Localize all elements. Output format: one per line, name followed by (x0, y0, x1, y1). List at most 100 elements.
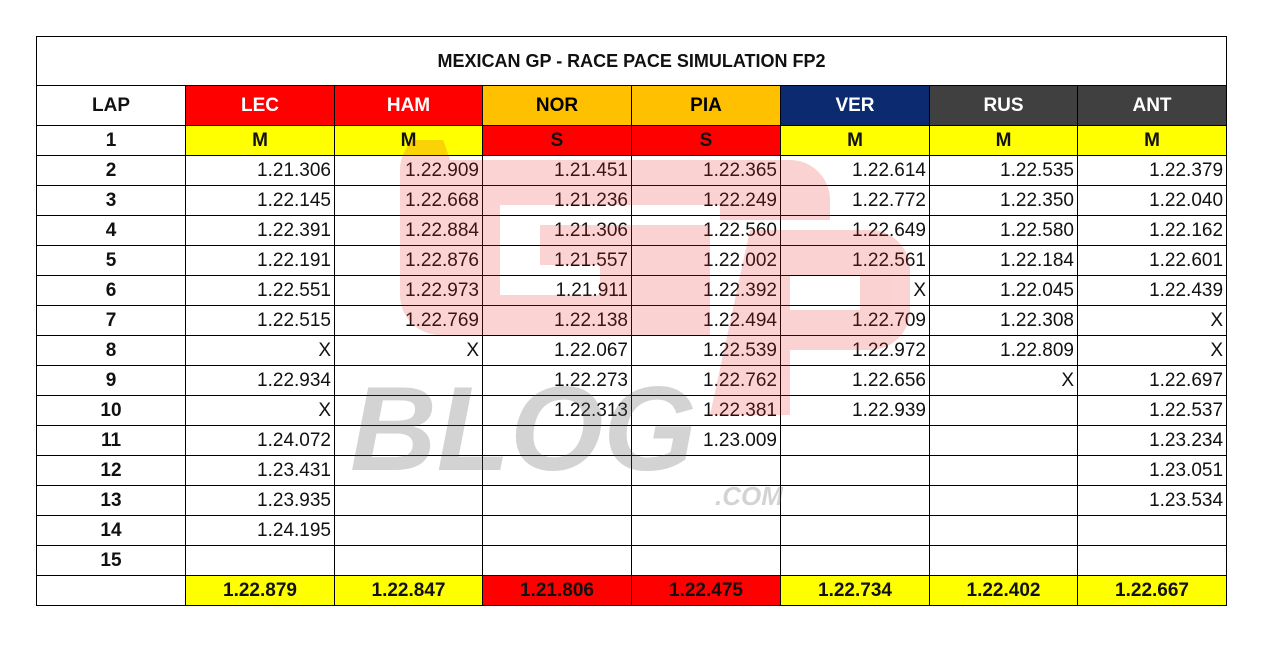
lap-time-cell: 1.22.040 (1076, 185, 1228, 216)
driver-header-pia: PIA (631, 85, 781, 126)
lap-row: 10 X 1.22.313 1.22.381 1.22.939 1.22.537 (36, 395, 1228, 426)
lap-row: 11 1.24.072 1.23.009 1.23.234 (36, 425, 1228, 456)
lap-time-cell: 1.22.656 (780, 365, 930, 396)
lap-row: 4 1.22.391 1.22.884 1.21.306 1.22.560 1.22.64… (36, 215, 1228, 246)
lap-time-cell (780, 515, 930, 546)
lap-time-cell: 1.22.392 (631, 275, 781, 306)
lap-time-cell: 1.22.273 (482, 365, 632, 396)
lap-time-cell: 1.21.236 (482, 185, 632, 216)
lap-time-cell: 1.23.431 (185, 455, 335, 486)
lap-time-cell: 1.22.379 (1076, 155, 1228, 186)
lap-time-cell (482, 515, 632, 546)
tyre-compound-cell: M (334, 125, 483, 156)
lap-time-cell: X (334, 335, 483, 366)
lap-time-cell: 1.23.234 (1076, 425, 1228, 456)
lap-time-cell: 1.22.045 (929, 275, 1078, 306)
race-pace-table-container: MEXICAN GP - RACE PACE SIMULATION FP2 LA… (35, 36, 1228, 606)
lap-time-cell: 1.22.769 (334, 305, 483, 336)
driver-header-nor: NOR (482, 85, 632, 126)
average-time-cell: 1.22.402 (929, 575, 1078, 606)
average-time-cell: 1.22.667 (1076, 575, 1228, 606)
lap-time-cell (482, 455, 632, 486)
lap-time-cell: 1.22.762 (631, 365, 781, 396)
lap-time-cell (482, 425, 632, 456)
lap-time-cell: 1.22.876 (334, 245, 483, 276)
lap-time-cell (482, 485, 632, 516)
lap-number: 4 (36, 215, 186, 246)
tyre-compound-cell: M (185, 125, 335, 156)
lap-row: 6 1.22.551 1.22.973 1.21.911 1.22.392 X 1.22.0… (36, 275, 1228, 306)
lap-row: 9 1.22.934 1.22.273 1.22.762 1.22.656 X 1.22.6… (36, 365, 1228, 396)
lap-time-cell: 1.23.534 (1076, 485, 1228, 516)
lap-time-cell (334, 455, 483, 486)
lap-row: 14 1.24.195 (36, 515, 1228, 546)
lap-time-cell: 1.22.391 (185, 215, 335, 246)
lap-number: 11 (36, 425, 186, 456)
tyre-compound-cell: M (929, 125, 1078, 156)
average-time-cell: 1.22.879 (185, 575, 335, 606)
lap-time-cell: 1.22.539 (631, 335, 781, 366)
lap-number: 13 (36, 485, 186, 516)
lap-number: 15 (36, 545, 186, 576)
lap-time-cell: 1.22.515 (185, 305, 335, 336)
lap-number: 2 (36, 155, 186, 186)
lap-time-cell (334, 515, 483, 546)
lap-time-cell: 1.22.551 (185, 275, 335, 306)
lap-number: 9 (36, 365, 186, 396)
lap-time-cell: 1.22.697 (1076, 365, 1228, 396)
lap-time-cell (780, 545, 930, 576)
lap-header: LAP (36, 85, 186, 126)
race-pace-table: MEXICAN GP - RACE PACE SIMULATION FP2 LA… (35, 36, 1228, 606)
driver-header-ver: VER (780, 85, 930, 126)
tyre-compound-cell: S (631, 125, 781, 156)
lap-number: 3 (36, 185, 186, 216)
lap-number: 12 (36, 455, 186, 486)
lap-time-cell (780, 425, 930, 456)
lap-time-cell (631, 485, 781, 516)
lap-time-cell: 1.22.649 (780, 215, 930, 246)
lap-row: 12 1.23.431 1.23.051 (36, 455, 1228, 486)
lap-time-cell (929, 545, 1078, 576)
lap-time-cell: 1.22.308 (929, 305, 1078, 336)
lap-time-cell: 1.22.002 (631, 245, 781, 276)
lap-time-cell: 1.22.934 (185, 365, 335, 396)
lap-number: 1 (36, 125, 186, 156)
lap-time-cell (631, 515, 781, 546)
lap-time-cell: 1.22.350 (929, 185, 1078, 216)
lap-time-cell (185, 545, 335, 576)
lap-time-cell: 1.22.560 (631, 215, 781, 246)
lap-time-cell (334, 425, 483, 456)
lap-time-cell: 1.22.884 (334, 215, 483, 246)
lap-row: 15 (36, 545, 1228, 576)
lap-time-cell: 1.23.935 (185, 485, 335, 516)
lap-row: 3 1.22.145 1.22.668 1.21.236 1.22.249 1.22.77… (36, 185, 1228, 216)
lap-time-cell: 1.22.249 (631, 185, 781, 216)
lap-time-cell: 1.22.439 (1076, 275, 1228, 306)
lap-time-cell (929, 485, 1078, 516)
lap-time-cell (334, 365, 483, 396)
lap-time-cell (631, 545, 781, 576)
driver-header-ham: HAM (334, 85, 483, 126)
lap-time-cell: 1.22.191 (185, 245, 335, 276)
lap-time-cell: 1.21.557 (482, 245, 632, 276)
lap-time-cell: 1.21.451 (482, 155, 632, 186)
average-time-cell: 1.22.475 (631, 575, 781, 606)
lap-time-cell (929, 425, 1078, 456)
average-time-cell: 1.21.806 (482, 575, 632, 606)
lap-time-cell (929, 395, 1078, 426)
average-row: 1.22.879 1.22.847 1.21.806 1.22.475 1.22.734… (36, 575, 1228, 606)
lap-row: 2 1.21.306 1.22.909 1.21.451 1.22.365 1.22.61… (36, 155, 1228, 186)
lap-time-cell: 1.22.973 (334, 275, 483, 306)
lap-time-cell: 1.22.772 (780, 185, 930, 216)
lap-number: 14 (36, 515, 186, 546)
tyre-compound-cell: M (780, 125, 930, 156)
lap-time-cell: 1.22.580 (929, 215, 1078, 246)
table-title: MEXICAN GP - RACE PACE SIMULATION FP2 (35, 36, 1228, 86)
lap-time-cell: 1.22.145 (185, 185, 335, 216)
lap-time-cell: 1.24.195 (185, 515, 335, 546)
lap-time-cell (929, 515, 1078, 546)
lap-time-cell (929, 455, 1078, 486)
lap-time-cell: 1.22.138 (482, 305, 632, 336)
lap-time-cell: 1.22.162 (1076, 215, 1228, 246)
